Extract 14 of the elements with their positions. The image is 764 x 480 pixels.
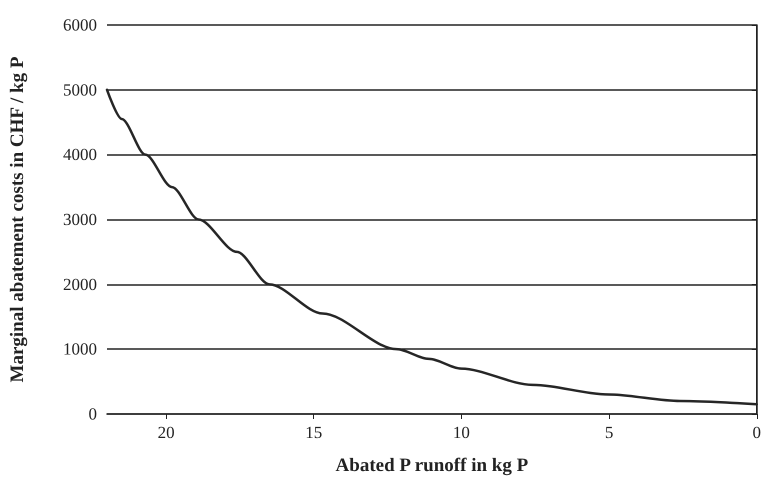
y-tick-label: 1000 <box>63 340 97 359</box>
y-tick-label: 2000 <box>63 274 97 294</box>
y-axis-title: Marginal abatement costs in CHF / kg P <box>7 56 28 382</box>
x-tick-label: 10 <box>452 423 470 442</box>
y-tick-label: 3000 <box>63 210 97 229</box>
y-tick-label: 4000 <box>63 145 97 164</box>
x-tick-label: 5 <box>604 423 614 442</box>
x-tick-label: 15 <box>305 423 322 442</box>
x-axis-title: Abated P runoff in kg P <box>336 455 529 476</box>
y-tick-label: 5000 <box>63 80 97 100</box>
y-tick-label: 6000 <box>63 16 97 34</box>
y-tick-label: 0 <box>88 404 97 424</box>
x-tick-label: 0 <box>752 423 761 442</box>
x-tick-label: 20 <box>158 423 175 442</box>
